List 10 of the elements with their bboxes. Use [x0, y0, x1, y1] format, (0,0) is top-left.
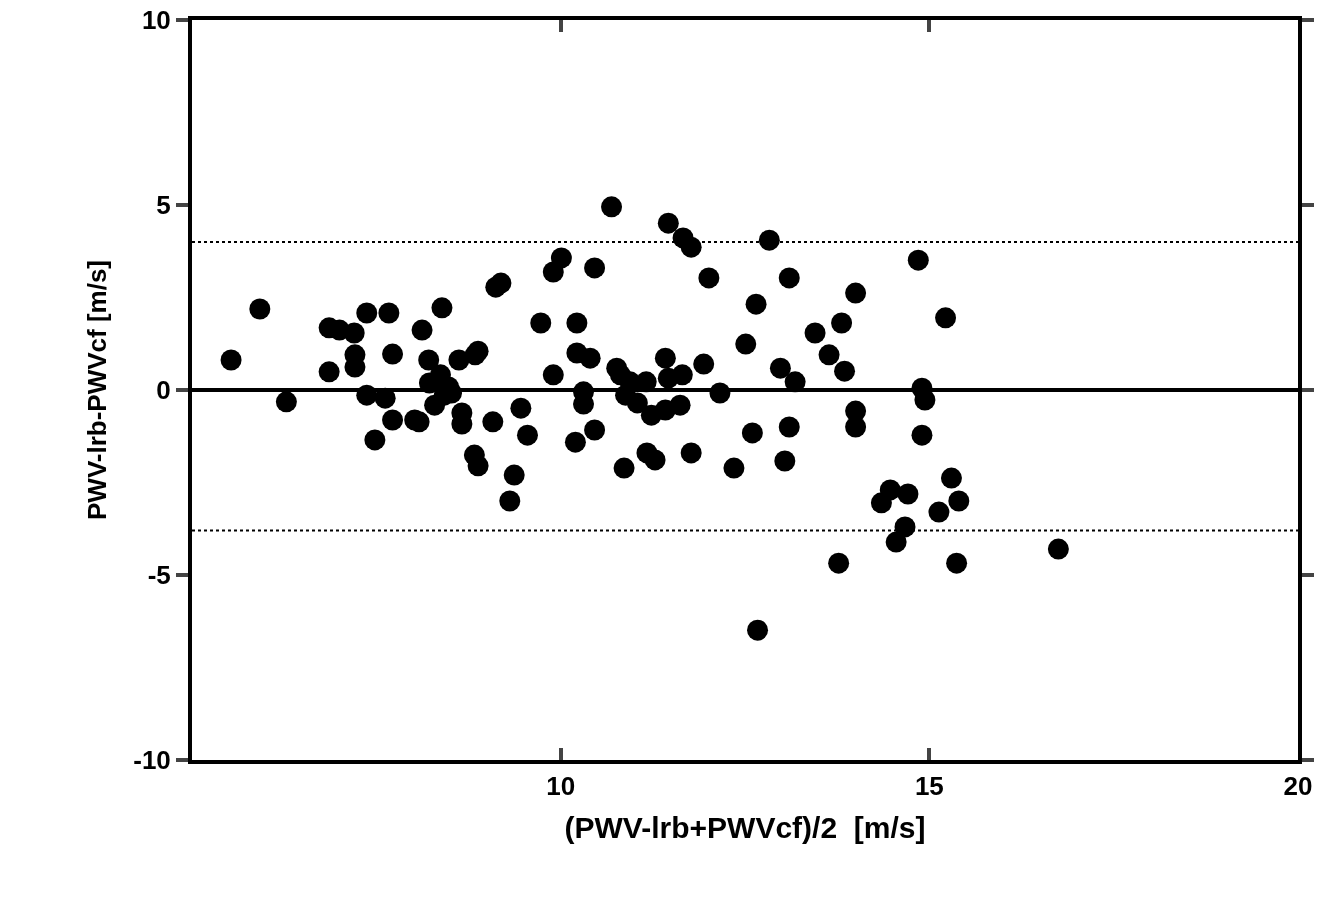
- y-tick-label: 5: [156, 190, 171, 221]
- y-tick-label: 10: [141, 5, 171, 36]
- x-tick-label: 20: [1283, 771, 1313, 802]
- y-tick-label: 0: [156, 375, 171, 406]
- x-axis-title: (PWV-lrb+PWVcf)/2 [m/s]: [564, 811, 926, 845]
- y-tick-label: -5: [147, 560, 171, 591]
- y-tick-label: -10: [133, 745, 171, 776]
- x-tick-label: 10: [546, 771, 576, 802]
- y-axis-title: PWV-lrb-PWVcf [m/s]: [82, 259, 113, 521]
- x-tick-label: 15: [914, 771, 944, 802]
